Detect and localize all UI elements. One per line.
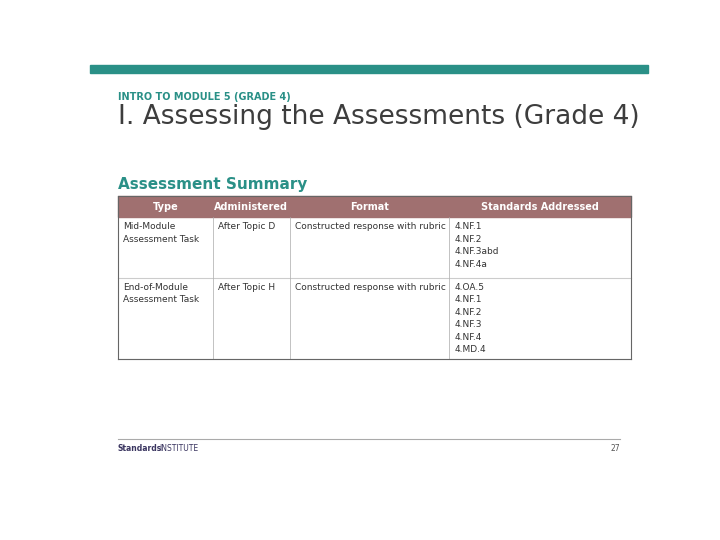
Text: INTRO TO MODULE 5 (GRADE 4): INTRO TO MODULE 5 (GRADE 4) xyxy=(118,92,291,102)
Text: 27: 27 xyxy=(611,444,620,453)
Text: Mid-Module
Assessment Task: Mid-Module Assessment Task xyxy=(124,222,199,244)
Text: I. Assessing the Assessments (Grade 4): I. Assessing the Assessments (Grade 4) xyxy=(118,104,639,130)
Text: Format: Format xyxy=(350,201,389,212)
Text: INSTITUTE: INSTITUTE xyxy=(160,444,199,453)
Text: After Topic H: After Topic H xyxy=(218,282,276,292)
Bar xyxy=(118,218,631,278)
Text: Constructed response with rubric: Constructed response with rubric xyxy=(295,222,446,231)
Bar xyxy=(90,65,648,72)
Text: Assessment Summary: Assessment Summary xyxy=(118,177,307,192)
Text: After Topic D: After Topic D xyxy=(218,222,276,231)
Text: End-of-Module
Assessment Task: End-of-Module Assessment Task xyxy=(124,282,199,304)
Bar xyxy=(118,196,631,218)
Text: Administered: Administered xyxy=(215,201,289,212)
Text: Type: Type xyxy=(153,201,179,212)
Bar xyxy=(118,278,631,359)
Text: Constructed response with rubric: Constructed response with rubric xyxy=(295,282,446,292)
Text: Standards Addressed: Standards Addressed xyxy=(481,201,599,212)
Text: 4.OA.5
4.NF.1
4.NF.2
4.NF.3
4.NF.4
4.MD.4: 4.OA.5 4.NF.1 4.NF.2 4.NF.3 4.NF.4 4.MD.… xyxy=(454,282,486,354)
Text: 4.NF.1
4.NF.2
4.NF.3abd
4.NF.4a: 4.NF.1 4.NF.2 4.NF.3abd 4.NF.4a xyxy=(454,222,499,269)
Text: Standards: Standards xyxy=(118,444,162,453)
